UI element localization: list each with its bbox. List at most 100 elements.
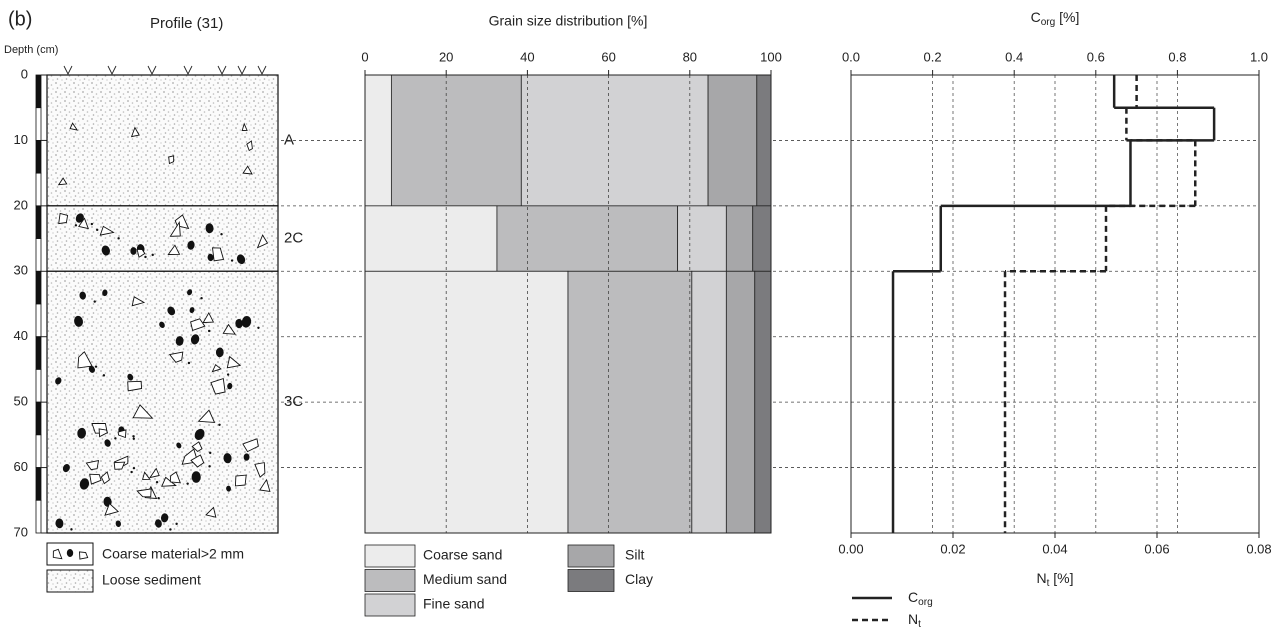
surface-plant bbox=[238, 66, 246, 74]
bar-segment bbox=[568, 271, 692, 533]
bar-segment bbox=[708, 75, 757, 206]
bar-segment bbox=[497, 206, 678, 271]
legend-swatch bbox=[365, 594, 415, 616]
legend-swatch bbox=[568, 570, 614, 592]
grain bbox=[175, 523, 177, 525]
pebble bbox=[192, 471, 201, 483]
panel-label: (b) bbox=[8, 8, 32, 30]
legend-label: Loose sediment bbox=[102, 572, 201, 588]
grain bbox=[188, 362, 190, 364]
grain bbox=[208, 465, 210, 467]
y-tick-label: 0 bbox=[21, 66, 28, 81]
grain bbox=[209, 452, 211, 454]
legend-label: Medium sand bbox=[423, 571, 507, 587]
surface-plant bbox=[148, 66, 156, 74]
horizon-label: 3C bbox=[284, 393, 303, 410]
legend-label: Silt bbox=[625, 547, 645, 563]
depth-bar bbox=[36, 468, 41, 501]
grain bbox=[75, 224, 77, 226]
grain bbox=[114, 437, 116, 439]
x-tick-label: 40 bbox=[520, 49, 534, 64]
horizon-label: A bbox=[284, 131, 294, 148]
horizon bbox=[47, 271, 278, 533]
legend-label-sub: org bbox=[918, 597, 933, 608]
depth-bar bbox=[36, 140, 41, 173]
depth-bar bbox=[36, 369, 41, 402]
grain bbox=[144, 256, 146, 258]
x-tick-label: 80 bbox=[683, 49, 697, 64]
legend-label-main: N bbox=[908, 611, 918, 627]
x-tick-label: 20 bbox=[439, 49, 453, 64]
y-tick-label: 30 bbox=[14, 263, 28, 278]
depth-bar bbox=[36, 75, 41, 108]
x-tick-label: 60 bbox=[601, 49, 615, 64]
grain bbox=[133, 467, 135, 469]
depth-bar bbox=[36, 304, 41, 337]
depth-bar bbox=[36, 500, 41, 533]
depth-bar bbox=[36, 271, 41, 304]
y-tick-label: 60 bbox=[14, 459, 28, 474]
grain bbox=[227, 373, 229, 375]
x2-tick-label: 0.00 bbox=[838, 541, 863, 556]
grain bbox=[218, 424, 220, 426]
x2-tick-label: 0.02 bbox=[940, 541, 965, 556]
surface-plant bbox=[184, 66, 192, 74]
grain bbox=[103, 374, 105, 376]
x2-axis-title: Nt [%] bbox=[1036, 570, 1073, 589]
x2-axis-title-suffix: [%] bbox=[1049, 570, 1073, 586]
bar-segment bbox=[692, 271, 727, 533]
horizon bbox=[47, 75, 278, 206]
depth-bar bbox=[36, 337, 41, 370]
x2-axis-title-main: N bbox=[1036, 570, 1046, 586]
bar-segment bbox=[365, 75, 391, 206]
x-axis-title-sub: org bbox=[1041, 17, 1056, 28]
depth-bar bbox=[36, 206, 41, 239]
bar-segment bbox=[365, 271, 568, 533]
bar-segment bbox=[726, 206, 752, 271]
y-tick-label: 70 bbox=[14, 524, 28, 539]
stone bbox=[169, 156, 174, 164]
bar-segment bbox=[755, 271, 771, 533]
legend-label: Clay bbox=[625, 571, 653, 587]
x-tick-label: 0.4 bbox=[1005, 49, 1023, 64]
surface-plant bbox=[64, 66, 72, 74]
depth-label: Depth (cm) bbox=[4, 44, 58, 56]
grain bbox=[200, 297, 202, 299]
x-tick-label: 100 bbox=[760, 49, 782, 64]
legend-label: Nt bbox=[908, 611, 921, 630]
y-tick-label: 40 bbox=[14, 328, 28, 343]
grain bbox=[169, 528, 171, 530]
bar-segment bbox=[365, 206, 497, 271]
grain bbox=[257, 327, 259, 329]
x2-tick-label: 0.06 bbox=[1144, 541, 1169, 556]
x-tick-label: 0.2 bbox=[924, 49, 942, 64]
bar-segment bbox=[678, 206, 727, 271]
legend-label-sub: t bbox=[918, 619, 921, 630]
stone bbox=[59, 213, 68, 223]
depth-bar bbox=[36, 239, 41, 272]
x2-tick-label: 0.04 bbox=[1042, 541, 1067, 556]
legend-swatch bbox=[365, 570, 415, 592]
depth-bar bbox=[36, 402, 41, 435]
x-axis-title-main: C bbox=[1031, 9, 1041, 25]
grain bbox=[130, 471, 132, 473]
grain bbox=[94, 300, 96, 302]
y-tick-label: 50 bbox=[14, 394, 28, 409]
grain bbox=[186, 482, 188, 484]
y-tick-label: 10 bbox=[14, 132, 28, 147]
grain bbox=[231, 259, 233, 261]
y-tick-label: 20 bbox=[14, 197, 28, 212]
x-tick-label: 0.0 bbox=[842, 49, 860, 64]
grain bbox=[117, 237, 119, 239]
surface-plant bbox=[108, 66, 116, 74]
bar-segment bbox=[391, 75, 521, 206]
legend-label-main: C bbox=[908, 589, 918, 605]
grain bbox=[220, 233, 222, 235]
grain bbox=[96, 229, 98, 231]
legend-label: Corg bbox=[908, 589, 933, 608]
x-tick-label: 0.8 bbox=[1168, 49, 1186, 64]
horizon-label: 2C bbox=[284, 230, 303, 247]
grain bbox=[133, 438, 135, 440]
x2-tick-label: 0.08 bbox=[1246, 541, 1271, 556]
x-tick-label: 0.6 bbox=[1087, 49, 1105, 64]
